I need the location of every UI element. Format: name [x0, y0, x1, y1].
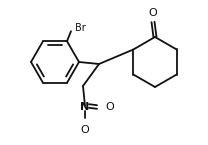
Text: N: N — [80, 102, 90, 112]
Text: O: O — [105, 102, 114, 112]
Text: Br: Br — [75, 23, 86, 33]
Text: O: O — [149, 8, 157, 18]
Text: O: O — [81, 125, 89, 135]
